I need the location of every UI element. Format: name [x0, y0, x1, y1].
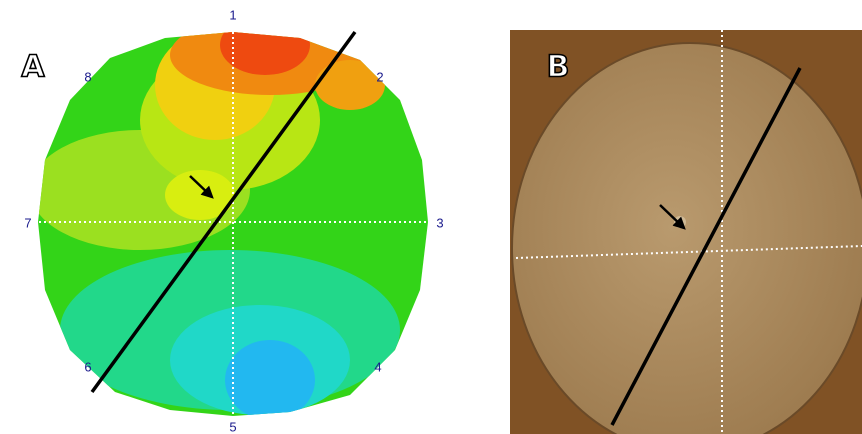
sensor-label: 4	[374, 359, 381, 374]
sensor-label: 5	[229, 419, 236, 434]
sensor-label: 2	[376, 69, 383, 84]
sensor-label: 7	[24, 215, 31, 230]
arrow	[189, 175, 214, 199]
photo	[510, 30, 862, 434]
sensor-label: 1	[229, 7, 236, 22]
sensor-label: 3	[436, 215, 443, 230]
cut-line	[90, 30, 357, 394]
sensor-label: 6	[84, 359, 91, 374]
tomogram	[38, 32, 428, 416]
arrow	[659, 204, 686, 230]
panel-label: B	[547, 50, 570, 85]
sensor-label: 8	[84, 69, 91, 84]
sensor-labels: 1 2 3 4 5 6 7 8	[24, 7, 443, 434]
cut-line	[610, 67, 802, 426]
panel-label: A	[21, 50, 45, 85]
